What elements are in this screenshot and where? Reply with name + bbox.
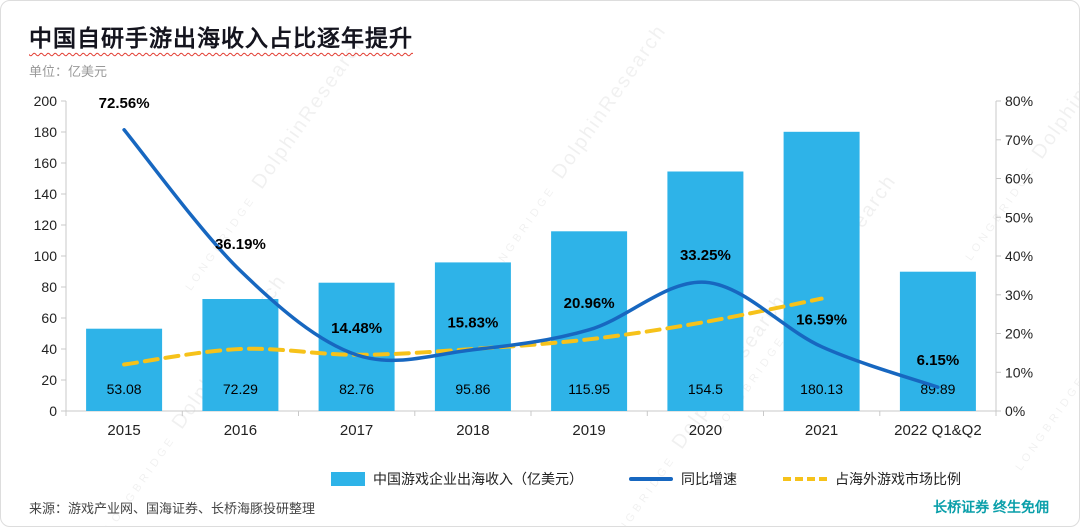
legend: 中国游戏企业出海收入（亿美元） 同比增速 占海外游戏市场比例 — [1, 469, 1079, 489]
yoy-percent-label: 6.15% — [917, 352, 960, 369]
right-axis-tick-label: 10% — [1005, 364, 1033, 380]
legend-item-yoy-line: 同比增速 — [629, 469, 737, 489]
right-axis-tick-label: 80% — [1005, 93, 1033, 109]
legend-item-share-line: 占海外游戏市场比例 — [783, 469, 961, 489]
yoy-growth-line — [122, 128, 940, 389]
legend-item-revenue-bar: 中国游戏企业出海收入（亿美元） — [331, 469, 583, 489]
x-axis-label: 2015 — [107, 422, 140, 439]
revenue-bar — [434, 262, 511, 411]
right-axis-tick-label: 0% — [1005, 403, 1025, 419]
revenue-bar — [86, 328, 163, 411]
left-axis-tick-label: 80 — [41, 279, 57, 295]
left-axis-tick-label: 40 — [41, 341, 57, 357]
revenue-bar — [202, 299, 279, 411]
revenue-bar — [551, 231, 628, 411]
revenue-bar — [783, 131, 860, 412]
bar-value-label: 53.08 — [107, 381, 142, 397]
bar-series-swatch — [331, 472, 365, 486]
unit-label: 单位：亿美元 — [29, 64, 108, 79]
legend-label-revenue: 中国游戏企业出海收入（亿美元） — [373, 471, 583, 487]
left-axis-tick-label: 160 — [34, 155, 58, 171]
source-note: 来源：游戏产业网、国海证券、长桥海豚投研整理 — [29, 501, 316, 516]
x-axis-label: 2022 Q1&Q2 — [894, 422, 982, 439]
yoy-percent-label: 15.83% — [447, 315, 498, 332]
x-axis-label: 2021 — [805, 422, 838, 439]
legend-label-yoy: 同比增速 — [681, 471, 737, 487]
yoy-percent-label: 33.25% — [680, 247, 731, 264]
left-axis-tick-label: 180 — [34, 124, 58, 140]
left-axis-tick-label: 140 — [34, 186, 58, 202]
revenue-bar — [667, 171, 744, 411]
x-axis-label: 2016 — [224, 422, 257, 439]
bar-value-label: 180.13 — [800, 381, 843, 397]
right-axis-tick-label: 50% — [1005, 209, 1033, 225]
yoy-percent-label: 36.19% — [215, 236, 266, 253]
right-axis-tick-label: 60% — [1005, 171, 1033, 187]
line-series-swatch — [629, 477, 673, 481]
bar-value-label: 115.95 — [568, 381, 610, 397]
left-axis-tick-label: 0 — [49, 403, 57, 419]
yoy-percent-label: 72.56% — [99, 95, 150, 112]
brand-note: 长桥证券 终生免佣 — [933, 499, 1049, 515]
right-axis-tick-label: 40% — [1005, 248, 1033, 264]
bar-value-label: 154.5 — [688, 381, 723, 397]
legend-label-share: 占海外游戏市场比例 — [835, 471, 961, 487]
right-axis-tick-label: 30% — [1005, 287, 1033, 303]
right-axis-tick-label: 70% — [1005, 132, 1033, 148]
left-axis-tick-label: 200 — [34, 93, 58, 109]
bar-value-label: 72.29 — [223, 381, 258, 397]
x-axis-label: 2020 — [689, 422, 722, 439]
combo-chart: 0 20 40 60 80 100 120 140 160 180 200 0% 10% 20% 30% 40… — [34, 93, 1033, 439]
left-axis-tick-label: 100 — [34, 248, 58, 264]
revenue-bar — [318, 282, 395, 411]
dashed-series-swatch — [783, 477, 827, 481]
chart-title: 中国自研手游出海收入占比逐年提升 — [29, 25, 413, 51]
bar-value-label: 82.76 — [339, 381, 374, 397]
x-axis-label: 2017 — [340, 422, 373, 439]
left-axis-tick-label: 120 — [34, 217, 58, 233]
right-axis-tick-label: 20% — [1005, 326, 1033, 342]
bar-value-label: 95.86 — [455, 381, 490, 397]
yoy-percent-label: 16.59% — [796, 312, 847, 329]
yoy-percent-label: 14.48% — [331, 320, 382, 337]
left-axis-tick-label: 20 — [41, 372, 57, 388]
x-axis-label: 2019 — [572, 422, 605, 439]
x-axis-label: 2018 — [456, 422, 489, 439]
left-axis-tick-label: 60 — [41, 310, 57, 326]
yoy-percent-label: 20.96% — [564, 295, 615, 312]
